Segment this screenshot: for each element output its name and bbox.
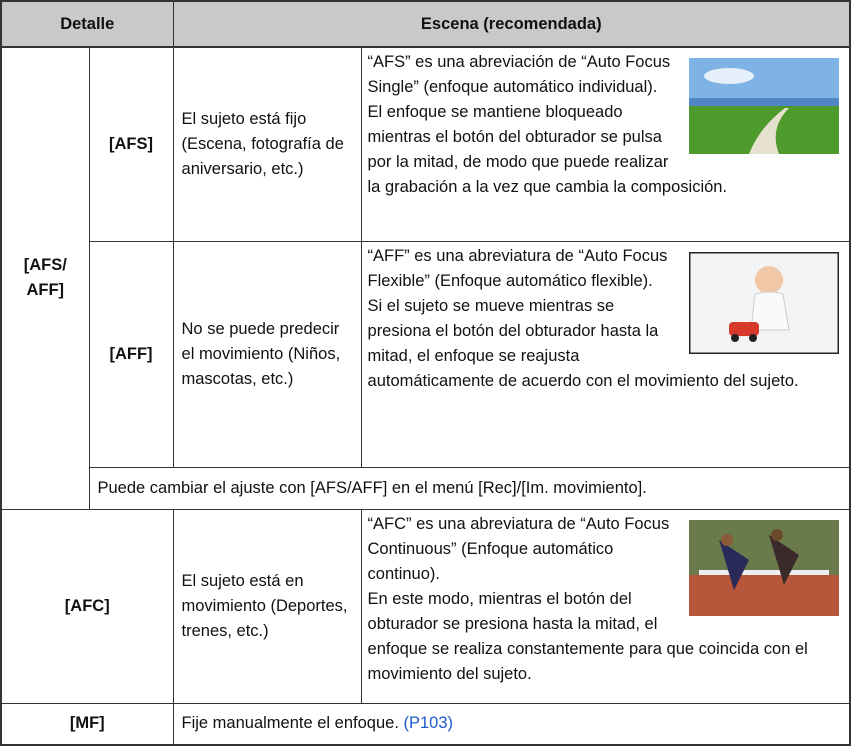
text: Fije manualmente el enfoque. (181, 714, 399, 733)
photo-landscape (689, 58, 839, 154)
scene-cell: No se puede predecir el movimiento (Niño… (172, 240, 362, 468)
description-cell: “AFF” es una abreviatura de “Auto Focus … (360, 240, 851, 468)
mode-cell: [AFS] (88, 46, 174, 242)
header-cell: Escena (recomendada) (172, 0, 851, 48)
page-link[interactable]: (P103) (403, 714, 454, 733)
paragraph: Si el sujeto se mueve mientras se presio… (367, 296, 799, 390)
paragraph: “AFF” es una abreviatura de “Auto Focus … (367, 246, 668, 290)
row: [AFC] El sujeto está en movimiento (Depo… (0, 508, 851, 704)
mode-cell: [AFC] (0, 508, 174, 704)
paragraph: “AFS” es una abreviación de “Auto Focus … (367, 53, 671, 96)
photo-child (689, 251, 839, 354)
mode-cell: [AFF] (88, 240, 174, 468)
row: [AFS/ AFF] [AFS] El sujeto está fijo (Es… (0, 46, 851, 510)
mode-cell: [MF] (0, 702, 174, 746)
photo-sports (689, 519, 839, 616)
row: Puede cambiar el ajuste con [AFS/AFF] en… (1, 466, 851, 510)
row: [AFF] No se puede predecir el movimiento… (1, 240, 851, 468)
paragraph: “AFC” es una abreviatura de “Auto Focus … (367, 514, 670, 583)
description-cell: Fije manualmente el enfoque. (P103) (172, 702, 851, 746)
note-cell: Puede cambiar el ajuste con [AFS/AFF] en… (88, 466, 851, 510)
header-row: Detalle Escena (recomendada) (0, 0, 851, 48)
paragraph: El enfoque se mantiene bloqueado mientra… (367, 103, 728, 196)
paragraph: En este modo, mientras el botón del obtu… (367, 589, 808, 683)
description-cell: “AFS” es una abreviación de “Auto Focus … (360, 46, 851, 242)
scene-cell: El sujeto está fijo (Escena, fotografía … (172, 46, 362, 242)
group-cell: [AFS/ AFF] (0, 46, 90, 510)
row: [MF] Fije manualmente el enfoque. (P103) (0, 702, 851, 746)
scene-cell: El sujeto está en movimiento (Deportes, … (172, 508, 362, 704)
header-cell: Detalle (0, 0, 174, 48)
description-cell: “AFC” es una abreviatura de “Auto Focus … (360, 508, 851, 704)
